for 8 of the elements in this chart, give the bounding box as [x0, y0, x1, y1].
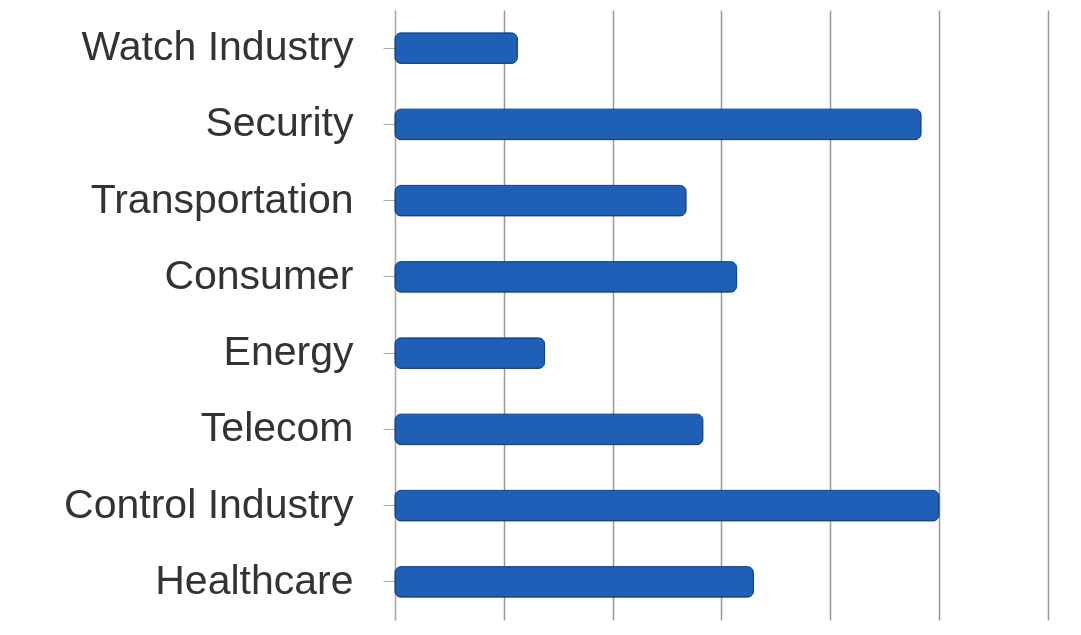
y-tick-label: Security	[205, 99, 354, 146]
y-tick-label: Energy	[223, 328, 354, 375]
y-tick-label: Watch Industry	[81, 23, 354, 70]
y-tick-label: Consumer	[164, 251, 354, 298]
y-tick-label: Control Industry	[64, 480, 354, 527]
y-tick-label: Telecom	[200, 404, 354, 451]
y-tick-label: Healthcare	[155, 556, 354, 603]
y-tick-label: Transportation	[90, 175, 354, 222]
